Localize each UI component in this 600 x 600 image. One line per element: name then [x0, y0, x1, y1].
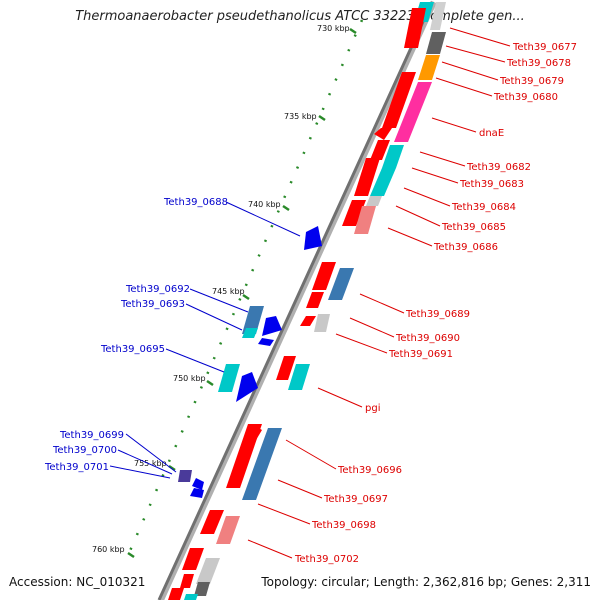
gene-feature[interactable] — [262, 316, 282, 336]
gene-feature[interactable] — [382, 145, 404, 168]
scale-label: 735 kbp — [284, 112, 317, 121]
scale-label: 750 kbp — [173, 374, 206, 383]
gene-feature[interactable] — [328, 268, 354, 300]
gene-label-teth39-0682[interactable]: Teth39_0682 — [466, 162, 531, 173]
chromosome-track — [157, 1, 434, 600]
scale-ticks — [127, 27, 357, 559]
scale-label: 740 kbp — [248, 200, 281, 209]
gene-feature[interactable] — [370, 140, 390, 160]
gene-feature[interactable] — [404, 8, 426, 48]
gene-feature[interactable] — [226, 424, 262, 488]
gene-feature[interactable] — [342, 200, 366, 226]
gene-feature[interactable] — [194, 582, 210, 596]
gene-label-teth39-0696[interactable]: Teth39_0696 — [337, 465, 402, 476]
genome-summary: Topology: circular; Length: 2,362,816 bp… — [261, 575, 591, 589]
gene-feature[interactable] — [354, 158, 380, 196]
gene-feature[interactable] — [182, 548, 204, 570]
scale-label: 730 kbp — [317, 24, 350, 33]
label-leaders-left — [109, 201, 301, 479]
gene-label-teth39-0690[interactable]: Teth39_0690 — [395, 333, 460, 344]
gene-label-teth39-0699[interactable]: Teth39_0699 — [59, 430, 124, 441]
gene-label-teth39-0689[interactable]: Teth39_0689 — [405, 309, 470, 320]
gene-feature[interactable] — [418, 55, 440, 80]
gene-label-teth39-0698[interactable]: Teth39_0698 — [311, 520, 376, 531]
gene-label-teth39-0700[interactable]: Teth39_0700 — [52, 445, 117, 456]
gene-feature[interactable] — [258, 338, 274, 346]
chromosome-track-shadow — [158, 0, 437, 600]
gene-feature[interactable] — [216, 516, 240, 544]
gene-feature[interactable] — [200, 510, 224, 534]
gene-feature[interactable] — [426, 32, 446, 54]
gene-label-teth39-0684[interactable]: Teth39_0684 — [451, 202, 516, 213]
gene-label-teth39-0677[interactable]: Teth39_0677 — [512, 42, 577, 53]
gene-feature[interactable] — [306, 292, 324, 308]
gene-feature[interactable] — [374, 128, 392, 140]
gene-feature[interactable] — [178, 470, 192, 482]
gene-label-teth39-0678[interactable]: Teth39_0678 — [506, 58, 571, 69]
gene-feature[interactable] — [304, 226, 322, 250]
gene-feature[interactable] — [180, 574, 194, 588]
accession-text: Accession: NC_010321 — [9, 575, 146, 589]
gene-feature[interactable] — [276, 356, 296, 380]
gene-feature[interactable] — [190, 488, 204, 498]
scale-label: 745 kbp — [212, 287, 245, 296]
gene-label-teth39-0685[interactable]: Teth39_0685 — [441, 222, 506, 233]
gene-feature[interactable] — [430, 2, 446, 30]
gene-label-teth39-0691[interactable]: Teth39_0691 — [388, 349, 453, 360]
gene-feature[interactable] — [382, 72, 416, 128]
gene-label-teth39-0680[interactable]: Teth39_0680 — [493, 92, 558, 103]
gene-label-teth39-0679[interactable]: Teth39_0679 — [499, 76, 564, 87]
gene-label-teth39-0702[interactable]: Teth39_0702 — [294, 554, 359, 565]
gene-feature[interactable] — [192, 478, 204, 490]
gene-label-dnae[interactable]: dnaE — [479, 128, 504, 139]
gene-label-teth39-0697[interactable]: Teth39_0697 — [323, 494, 388, 505]
gene-feature[interactable] — [288, 364, 310, 390]
gene-feature[interactable] — [184, 594, 198, 600]
gene-feature[interactable] — [242, 306, 264, 334]
gene-feature[interactable] — [242, 428, 282, 500]
gene-label-teth39-0701[interactable]: Teth39_0701 — [44, 462, 109, 473]
gene-label-teth39-0688[interactable]: Teth39_0688 — [163, 197, 228, 208]
gene-track-inner — [178, 226, 322, 498]
gene-feature[interactable] — [246, 424, 262, 440]
scale-label: 760 kbp — [92, 545, 125, 554]
gene-feature[interactable] — [300, 316, 316, 326]
gene-feature[interactable] — [314, 314, 330, 332]
gene-feature[interactable] — [168, 588, 184, 600]
gene-label-teth39-0683[interactable]: Teth39_0683 — [459, 179, 524, 190]
label-leaders-right — [247, 27, 511, 559]
gene-feature[interactable] — [370, 168, 396, 196]
gene-feature[interactable] — [394, 82, 432, 142]
gene-feature[interactable] — [366, 196, 382, 206]
gene-label-teth39-0693[interactable]: Teth39_0693 — [120, 299, 185, 310]
gene-label-pgi[interactable]: pgi — [365, 403, 380, 414]
gene-track-outer — [168, 2, 446, 600]
gene-feature[interactable] — [236, 372, 258, 402]
scale-label: 755 kbp — [134, 459, 167, 468]
gene-feature[interactable] — [354, 206, 376, 234]
gene-feature[interactable] — [218, 364, 240, 392]
gene-feature[interactable] — [196, 558, 220, 584]
gene-feature[interactable] — [312, 262, 336, 290]
gene-label-teth39-0695[interactable]: Teth39_0695 — [100, 344, 165, 355]
gene-feature[interactable] — [242, 328, 258, 338]
gene-label-teth39-0692[interactable]: Teth39_0692 — [125, 284, 190, 295]
gene-label-teth39-0686[interactable]: Teth39_0686 — [433, 242, 498, 253]
